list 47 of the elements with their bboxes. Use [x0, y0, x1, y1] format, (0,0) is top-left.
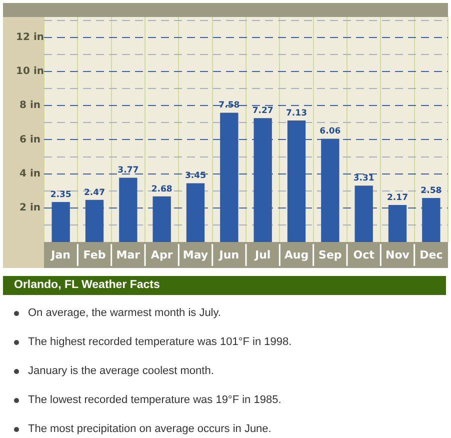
data-label: 7.27	[252, 106, 274, 116]
x-tick-label: May	[182, 248, 208, 262]
text: The most precipitation on average occurs in June.	[28, 423, 272, 435]
x-tick-label: Jun	[218, 248, 240, 262]
x-tick-label: Feb	[83, 248, 106, 262]
y-tick-label: 6 in	[20, 134, 41, 146]
x-tick-label: Nov	[386, 248, 410, 262]
bar	[287, 120, 306, 242]
text: The highest recorded temperature was 101°F in 1998.	[28, 336, 292, 348]
bar	[354, 186, 373, 242]
x-tick-label: Dec	[420, 248, 443, 262]
data-label: 7.58	[218, 100, 240, 111]
bar	[321, 138, 340, 242]
data-label: 2.47	[84, 188, 106, 198]
bar	[254, 118, 272, 242]
text: January is the average coolest month.	[28, 365, 214, 377]
data-label: 2.35	[50, 190, 72, 200]
y-tick-label: 2 in	[20, 202, 41, 214]
bar	[220, 112, 238, 242]
y-tick-label: 4 in	[20, 168, 41, 180]
x-tick-label: Mar	[116, 248, 141, 262]
x-tick-label: Oct	[353, 248, 374, 262]
x-tick-label: Aug	[284, 248, 309, 262]
data-label: 3.31	[353, 174, 374, 184]
x-tick-label: Sep	[318, 248, 342, 262]
y-tick-label: 12 in	[16, 32, 44, 44]
bar	[186, 183, 205, 242]
data-label: 3.77	[118, 166, 139, 176]
bar	[152, 196, 171, 242]
bar	[52, 202, 70, 242]
bar	[85, 200, 104, 242]
text: On average, the warmest month is July.	[28, 307, 221, 319]
data-label: 2.17	[387, 192, 408, 203]
x-tick-label: Jul	[254, 248, 271, 262]
bar	[388, 205, 407, 242]
data-label: 7.13	[286, 108, 308, 118]
data-label: 2.68	[151, 184, 172, 194]
x-tick-label: Apr	[150, 248, 174, 262]
text: Orlando, FL Weather Facts	[3, 276, 446, 295]
bar	[119, 178, 138, 242]
x-tick-label: Jan	[50, 248, 71, 262]
y-tick-label: 8 in	[20, 100, 41, 112]
data-label: 2.58	[420, 186, 442, 196]
bar	[422, 198, 440, 242]
text: The lowest recorded temperature was 19°F in 1985.	[28, 394, 282, 406]
y-tick-label: 10 in	[16, 66, 44, 78]
data-label: 6.06	[320, 126, 341, 137]
